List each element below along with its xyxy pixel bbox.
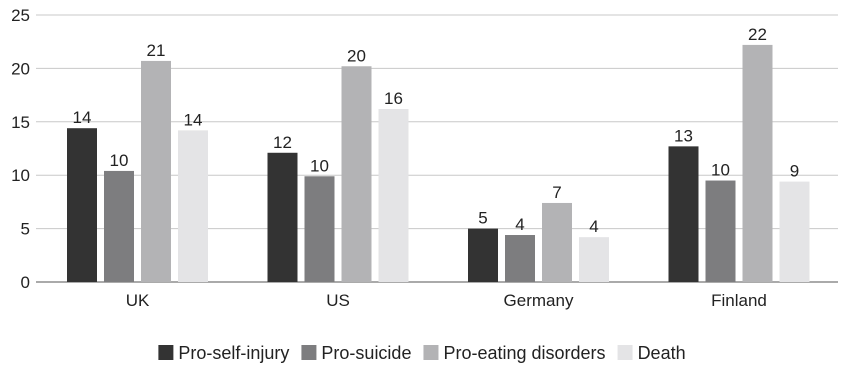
bar-value-label: 9 — [790, 162, 799, 181]
bar — [705, 180, 736, 282]
x-category-labels: UK US Germany Finland — [126, 291, 767, 310]
bar-value-label: 5 — [478, 209, 487, 228]
bar — [542, 202, 572, 282]
legend-swatch — [301, 345, 317, 360]
bar-value-label: 13 — [674, 126, 693, 145]
bar-value-label: 10 — [310, 156, 329, 175]
bar — [779, 181, 810, 282]
bar-value-label: 10 — [711, 161, 730, 180]
bar-value-labels: 14 10 21 14 12 10 20 16 5 4 7 4 13 10 22 9 — [73, 25, 800, 236]
y-tick-label: 10 — [11, 166, 30, 185]
bar-value-label: 7 — [552, 183, 561, 202]
y-tick-labels: 0 5 10 15 20 25 — [11, 6, 30, 292]
bars-group — [67, 44, 810, 283]
bar — [378, 108, 409, 282]
y-tick-label: 20 — [11, 59, 30, 78]
legend-swatch — [423, 345, 439, 360]
bar — [341, 66, 372, 282]
bar — [468, 228, 498, 282]
legend-label: Pro-eating disorders — [443, 343, 605, 363]
y-tick-label: 25 — [11, 6, 30, 25]
y-tick-label: 5 — [21, 220, 30, 239]
bar-value-label: 4 — [515, 215, 524, 234]
bar-value-label: 14 — [73, 108, 92, 127]
bar — [668, 146, 699, 282]
bar — [67, 128, 97, 282]
legend-label: Pro-suicide — [321, 343, 411, 363]
bar-value-label: 14 — [184, 110, 203, 129]
bar-value-label: 21 — [147, 41, 166, 60]
y-tick-label: 0 — [21, 273, 30, 292]
bar-value-label: 22 — [748, 25, 767, 44]
bar-value-label: 20 — [347, 46, 366, 65]
bar — [579, 237, 609, 282]
legend-label: Death — [638, 343, 686, 363]
category-label: UK — [126, 291, 150, 310]
legend-swatch — [158, 345, 174, 360]
legend-label: Pro-self-injury — [178, 343, 289, 363]
bar-value-label: 4 — [589, 217, 598, 236]
bar — [267, 152, 298, 282]
bar-value-label: 12 — [273, 133, 292, 152]
bar — [505, 235, 535, 282]
bar — [742, 44, 773, 283]
bar-value-label: 16 — [384, 89, 403, 108]
legend-swatch — [617, 345, 633, 360]
bar — [304, 176, 335, 282]
legend: Pro-self-injury Pro-suicide Pro-eating dis… — [158, 343, 686, 363]
bar — [178, 130, 208, 282]
y-tick-label: 15 — [11, 113, 30, 132]
category-label: US — [326, 291, 350, 310]
bar — [141, 60, 171, 283]
category-label: Finland — [711, 291, 767, 310]
bar — [104, 170, 134, 282]
bar-value-label: 10 — [110, 151, 129, 170]
category-label: Germany — [504, 291, 574, 310]
